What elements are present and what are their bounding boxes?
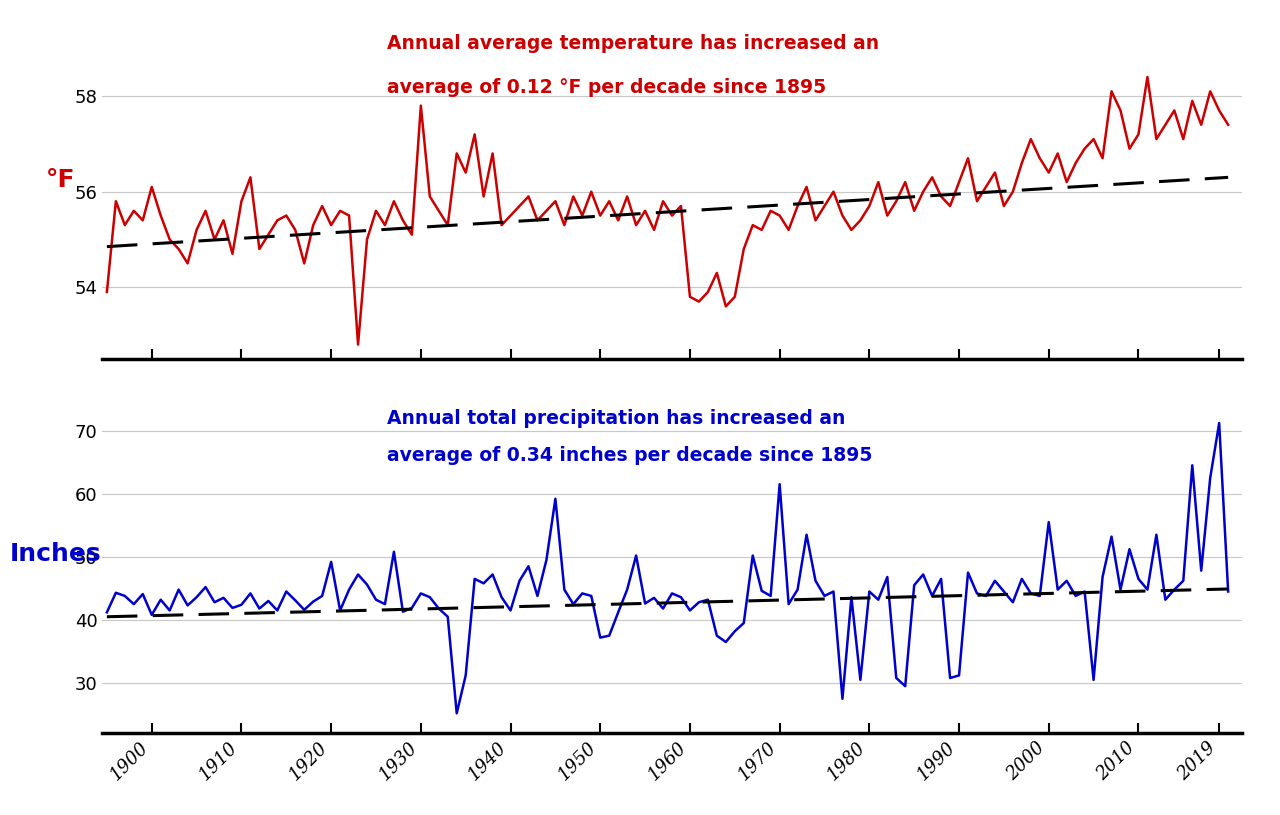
Text: average of 0.12 °F per decade since 1895: average of 0.12 °F per decade since 1895 xyxy=(387,78,827,97)
Text: Annual total precipitation has increased an: Annual total precipitation has increased… xyxy=(387,409,846,428)
Y-axis label: °F: °F xyxy=(46,168,76,192)
Text: average of 0.34 inches per decade since 1895: average of 0.34 inches per decade since … xyxy=(387,446,873,465)
Y-axis label: Inches: Inches xyxy=(9,542,101,566)
Text: Annual average temperature has increased an: Annual average temperature has increased… xyxy=(387,34,879,54)
